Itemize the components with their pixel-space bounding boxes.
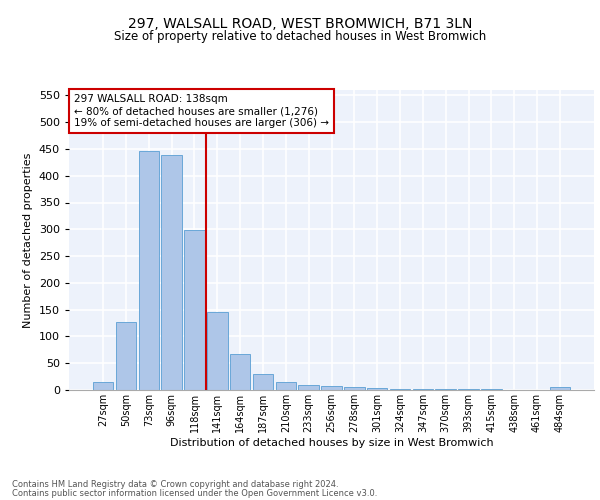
Bar	[161, 156, 182, 390]
Bar	[390, 389, 410, 390]
Bar	[550, 388, 570, 390]
Bar	[139, 150, 159, 390]
Bar	[413, 389, 433, 390]
Bar	[93, 382, 113, 390]
Bar	[298, 384, 319, 390]
Bar	[184, 230, 205, 390]
Y-axis label: Number of detached properties: Number of detached properties	[23, 152, 33, 328]
Text: Size of property relative to detached houses in West Bromwich: Size of property relative to detached ho…	[114, 30, 486, 43]
Text: Contains HM Land Registry data © Crown copyright and database right 2024.: Contains HM Land Registry data © Crown c…	[12, 480, 338, 489]
Bar	[207, 312, 227, 390]
Bar	[321, 386, 342, 390]
Bar	[116, 322, 136, 390]
Bar	[230, 354, 250, 390]
Text: 297, WALSALL ROAD, WEST BROMWICH, B71 3LN: 297, WALSALL ROAD, WEST BROMWICH, B71 3L…	[128, 18, 472, 32]
Bar	[275, 382, 296, 390]
Bar	[344, 387, 365, 390]
X-axis label: Distribution of detached houses by size in West Bromwich: Distribution of detached houses by size …	[170, 438, 493, 448]
Text: Contains public sector information licensed under the Open Government Licence v3: Contains public sector information licen…	[12, 488, 377, 498]
Bar	[367, 388, 388, 390]
Bar	[253, 374, 273, 390]
Text: 297 WALSALL ROAD: 138sqm
← 80% of detached houses are smaller (1,276)
19% of sem: 297 WALSALL ROAD: 138sqm ← 80% of detach…	[74, 94, 329, 128]
